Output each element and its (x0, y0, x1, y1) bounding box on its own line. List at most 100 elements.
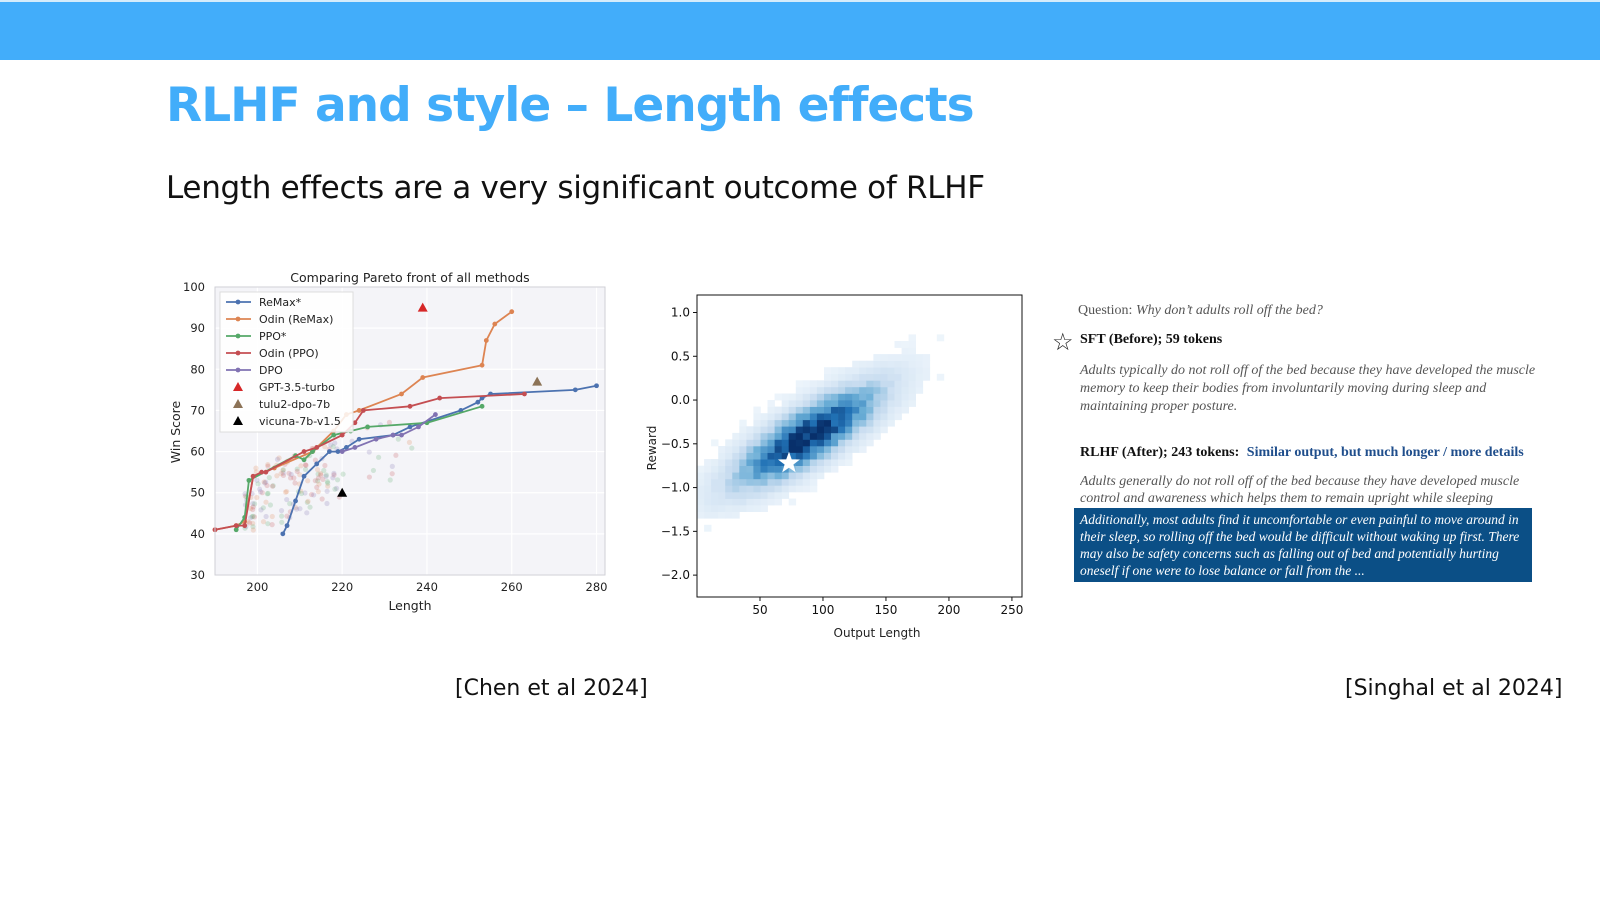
heatmap-cell (774, 439, 782, 447)
heatmap-cell (901, 354, 909, 361)
y-tick-label: 90 (190, 321, 205, 335)
scatter-point (292, 480, 298, 486)
heatmap-cell (767, 406, 775, 414)
scatter-point (270, 483, 276, 489)
heatmap-cell (859, 419, 867, 427)
header-bar (0, 0, 1600, 60)
heatmap-cell (880, 354, 888, 361)
series-point (284, 523, 290, 529)
scatter-point (370, 467, 377, 474)
heatmap-cell (880, 393, 888, 401)
heatmap-cell (838, 452, 846, 460)
heatmap-cell (774, 406, 782, 414)
scatter-point (312, 478, 318, 484)
y-tick-label: −0.5 (661, 437, 690, 451)
heatmap-cell (802, 465, 811, 473)
plot-frame (696, 294, 1023, 598)
heatmap-cell (753, 485, 761, 493)
series-point (356, 436, 362, 442)
scatter-point (278, 508, 285, 514)
heatmap-cell (845, 459, 853, 466)
heatmap-cell (866, 393, 874, 401)
scatter-point (334, 477, 341, 483)
series-point (522, 391, 527, 397)
heatmap-cell (704, 498, 712, 506)
heatmap-cell (781, 452, 790, 460)
heatmap-cell (936, 373, 945, 381)
heatmap-cell (760, 419, 768, 427)
heatmap-cell (901, 393, 909, 401)
heatmap-cell (852, 373, 860, 381)
scatter-point (314, 467, 321, 473)
heatmap-cell (739, 498, 747, 506)
scatter-point (312, 457, 319, 463)
heatmap-cell (795, 419, 804, 427)
heatmap-cell (760, 432, 768, 440)
scatter-point (314, 484, 320, 490)
heatmap-cell (831, 393, 839, 401)
heatmap-cell (760, 492, 768, 499)
heatmap-cell (746, 452, 754, 460)
series-point (344, 445, 349, 450)
heatmap-cell (824, 465, 832, 473)
heatmap-cell (711, 498, 719, 506)
scatter-point (274, 473, 280, 479)
heatmap-cell (802, 446, 811, 453)
scatter-point (305, 498, 311, 504)
heatmap-cell (746, 459, 754, 466)
heatmap-cell (887, 373, 895, 381)
heatmap-cell (831, 373, 839, 381)
heatmap-cell (774, 446, 782, 453)
heatmap-cell (859, 400, 867, 407)
heatmap-cell (753, 505, 761, 512)
scatter-point (263, 513, 269, 520)
heatmap-cell (866, 367, 874, 375)
heatmap-cell (802, 393, 811, 401)
heatmap-cell (697, 505, 705, 512)
heatmap-cell (908, 393, 916, 401)
heatmap-cell (795, 393, 804, 401)
heatmap-cell (887, 386, 895, 394)
heatmap-cell (873, 406, 881, 414)
scatter-point (330, 444, 336, 450)
scatter-point (291, 475, 297, 481)
scatter-point (257, 489, 264, 495)
heatmap-cell (725, 492, 733, 499)
heatmap-cell (774, 498, 782, 506)
heatmap-cell (767, 400, 775, 407)
heatmap-cell (866, 373, 874, 381)
heatmap-cell (915, 367, 924, 375)
heatmap-cell (767, 459, 775, 466)
heatmap-cell (760, 478, 768, 486)
heatmap-cell (774, 393, 782, 401)
heatmap-cell (711, 511, 719, 519)
heatmap-cell (781, 485, 790, 493)
heatmap-cell (831, 446, 839, 453)
heatmap-cell (767, 465, 775, 473)
heatmap-cell (795, 380, 804, 388)
heatmap-cell (760, 439, 768, 447)
heatmap-cell (753, 432, 761, 440)
heatmap-cell (788, 432, 797, 440)
legend-label: DPO (259, 364, 283, 377)
star-marker (777, 451, 800, 473)
heatmap-cell (866, 380, 874, 388)
heatmap-cell (753, 459, 761, 466)
heatmap-cell (760, 498, 768, 506)
heatmap-cell (824, 413, 832, 421)
heatmap-cell (774, 459, 782, 466)
scatter-point (389, 463, 395, 469)
heatmap-cell (795, 406, 804, 414)
scatter-point (287, 501, 293, 507)
x-tick-label: 150 (875, 603, 898, 617)
heatmap-cell (859, 406, 867, 414)
heatmap-cell (725, 446, 733, 453)
scatter-point (260, 505, 266, 511)
heatmap-cell (838, 400, 846, 407)
heatmap-cell (774, 465, 782, 473)
heatmap-cell (859, 367, 867, 375)
heatmap-cell (831, 439, 839, 447)
heatmap-cell (774, 432, 782, 440)
scatter-point (340, 471, 346, 477)
series-point (356, 408, 362, 413)
